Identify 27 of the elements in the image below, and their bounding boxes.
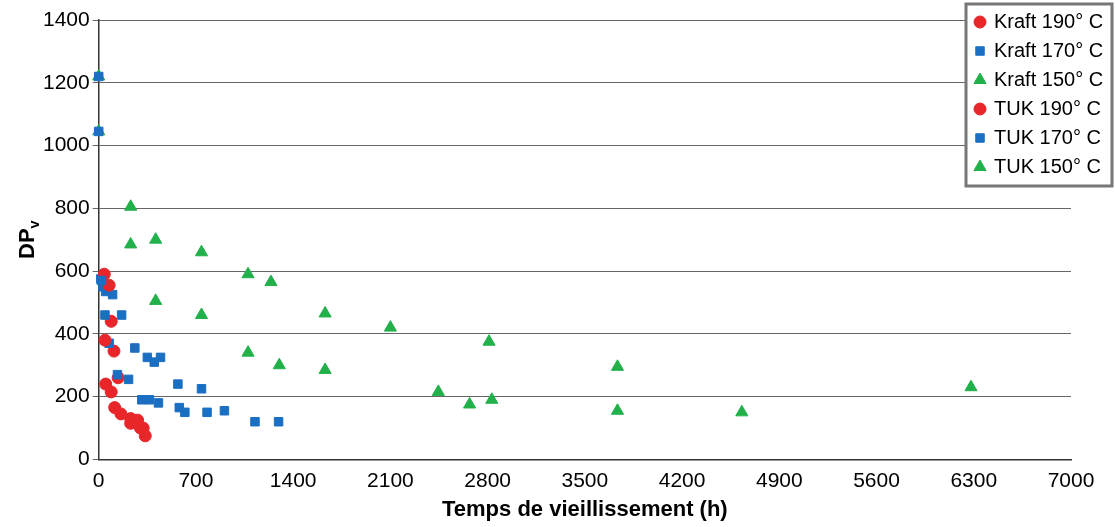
x-tick-label: 4200 (658, 467, 706, 491)
y-tick-label: 400 (54, 320, 90, 344)
x-tick-label: 3500 (561, 467, 609, 491)
x-tick-label: 1400 (269, 467, 317, 491)
y-tick-label: 1200 (43, 69, 90, 93)
legend-label: TUK 170° C (994, 125, 1101, 148)
y-tick-label: 1400 (43, 6, 90, 30)
legend-label: Kraft 170° C (994, 38, 1104, 61)
y-axis-title: DPv (14, 220, 42, 259)
legend-label: Kraft 150° C (994, 67, 1104, 90)
x-tick-label: 5600 (853, 467, 900, 491)
y-tick-label: 200 (54, 383, 90, 407)
x-tick-label: 4900 (755, 467, 803, 491)
x-tick-label: 7000 (1047, 467, 1095, 491)
x-tick-label: 2100 (367, 467, 414, 491)
legend-label: Kraft 190° C (994, 9, 1104, 32)
x-tick-label: 700 (178, 467, 214, 491)
y-tick-label: 600 (54, 257, 90, 281)
y-tick-label: 1000 (43, 132, 90, 156)
legend-label: TUK 150° C (994, 154, 1101, 177)
x-tick-label: 6300 (950, 467, 998, 491)
x-axis-title: Temps de vieillissement (h) (442, 495, 728, 521)
legend-label: TUK 190° C (994, 96, 1101, 119)
y-tick-label: 800 (54, 195, 90, 219)
y-tick-label: 0 (78, 446, 90, 470)
x-tick-label: 0 (92, 467, 105, 491)
x-tick-label: 2800 (464, 467, 511, 491)
